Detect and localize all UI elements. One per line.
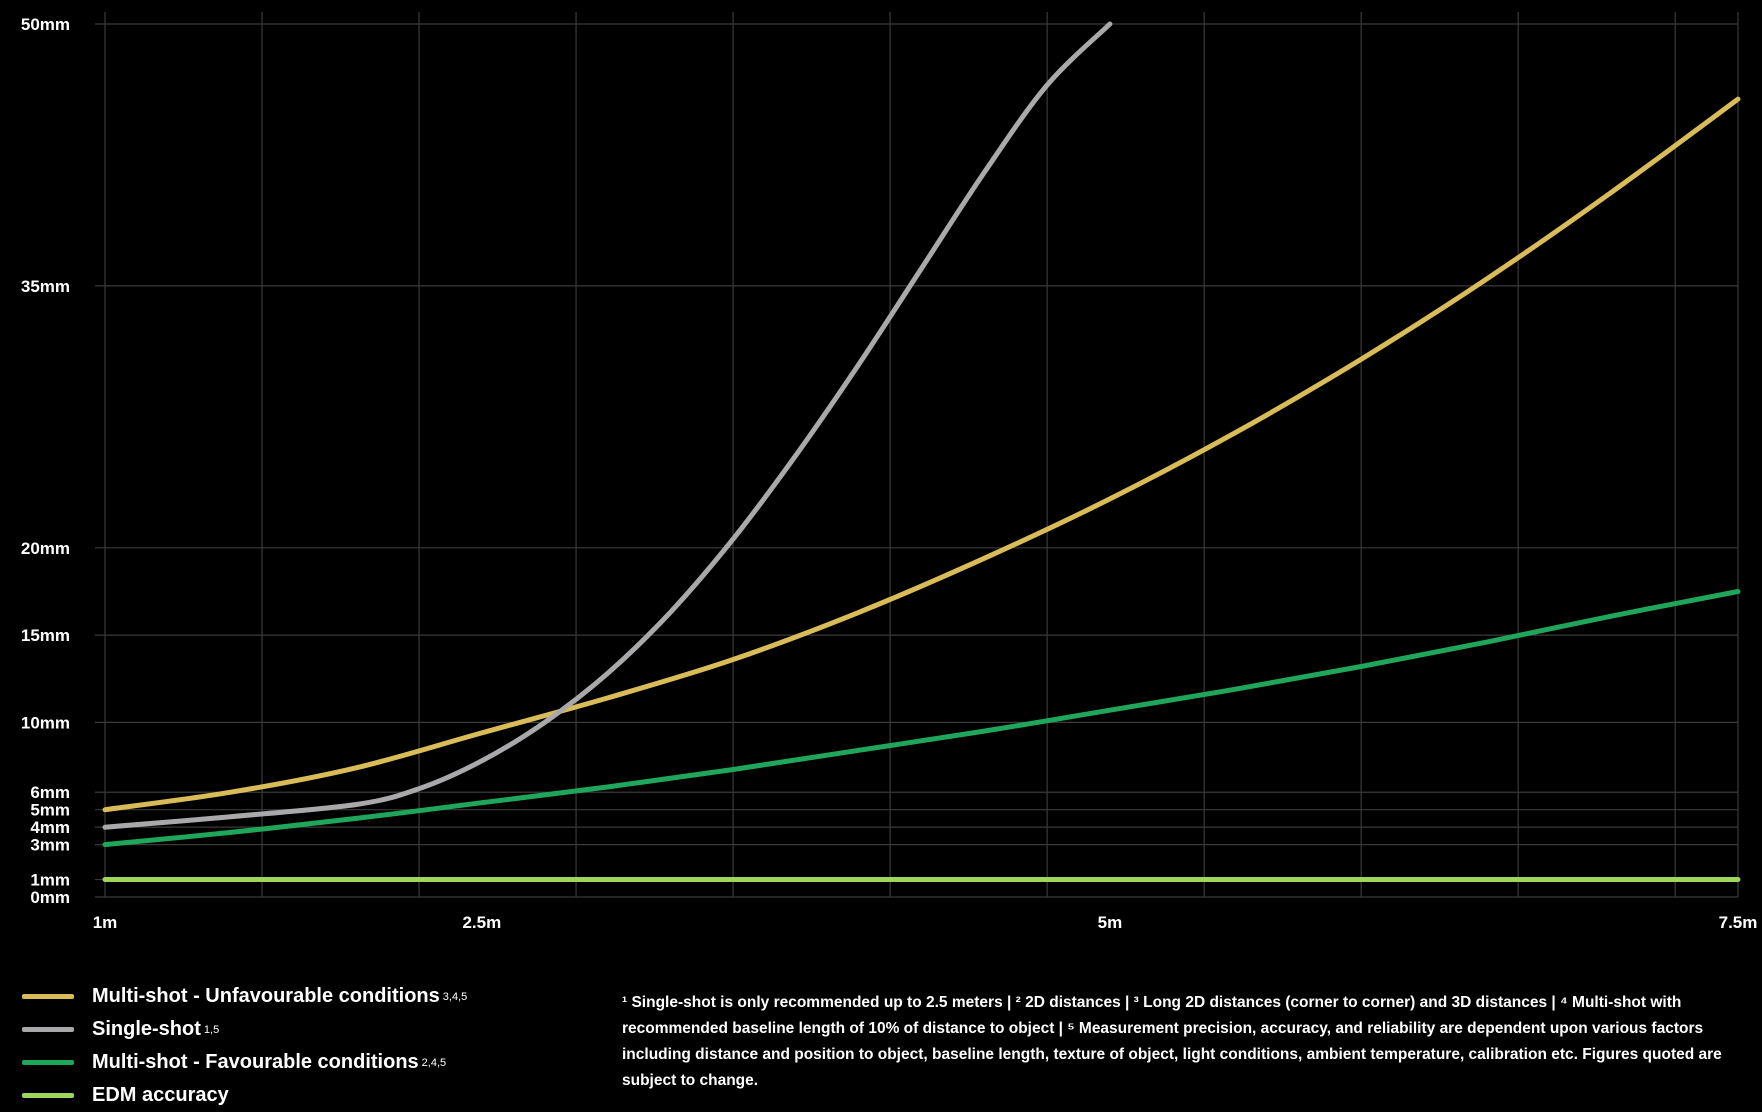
x-tick-label-1: 2.5m [462,913,501,932]
y-tick-label-1: 1mm [30,871,70,890]
y-tick-label-7: 15mm [21,626,70,645]
legend-label-single-shot: Single-shot [92,1018,201,1040]
x-tick-label-3: 7.5m [1719,913,1758,932]
chart-footnote: ¹ Single-shot is only recommended up to … [622,994,1722,1089]
series-line-0 [102,96,1741,813]
x-tick-labels: 1m 2.5m 5m 7.5m [93,913,1758,932]
series-line-2 [102,589,1741,848]
y-tick-label-6: 10mm [21,713,70,732]
x-tick-label-2: 5m [1098,913,1123,932]
legend-item-unfavourable: Multi-shot - Unfavourable conditions 3,4… [22,980,582,1013]
legend-label-edm: EDM accuracy [92,1084,229,1106]
legend-sup-favourable: 2,4,5 [421,1056,447,1069]
legend-swatch-favourable [22,1060,74,1065]
y-tick-label-8: 20mm [21,539,70,558]
legend-item-favourable: Multi-shot - Favourable conditions 2,4,5 [22,1046,582,1079]
legend-swatch-edm [22,1093,74,1098]
y-tick-label-10: 50mm [21,15,70,34]
y-tick-label-2: 3mm [30,836,70,855]
y-tick-label-4: 5mm [30,801,70,820]
y-tick-label-9: 35mm [21,277,70,296]
x-gridlines [104,12,1739,897]
legend-item-edm: EDM accuracy [22,1079,582,1112]
y-tick-label-3: 4mm [30,818,70,837]
legend-swatch-single-shot [22,1027,74,1032]
legend-label-favourable: Multi-shot - Favourable conditions [92,1051,419,1073]
legend-item-single-shot: Single-shot 1,5 [22,1013,582,1046]
legend-label-unfavourable: Multi-shot - Unfavourable conditions [92,985,440,1007]
chart-legend: Multi-shot - Unfavourable conditions 3,4… [22,980,582,1112]
y-tick-label-5: 6mm [30,783,70,802]
legend-sup-unfavourable: 3,4,5 [442,990,468,1003]
legend-sup-single-shot: 1,5 [203,1023,220,1036]
legend-swatch-unfavourable [22,994,74,999]
series-line-1 [102,21,1113,830]
x-tick-label-0: 1m [93,913,118,932]
series-lines [102,21,1741,883]
y-tick-label-0: 0mm [30,888,70,907]
y-gridlines [95,23,1738,898]
